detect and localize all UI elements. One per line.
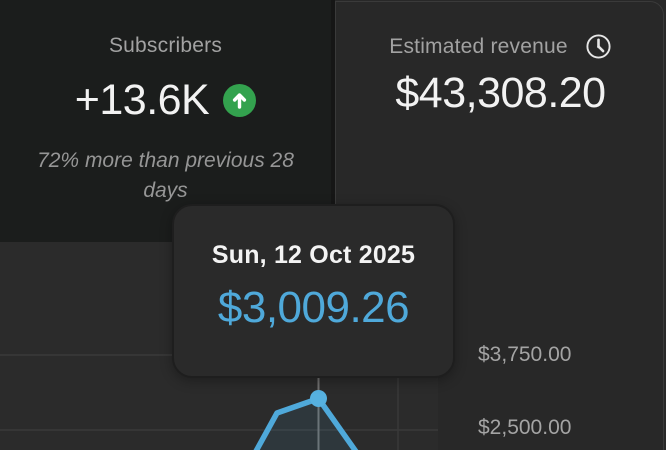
clock-icon bbox=[585, 33, 612, 60]
subscribers-card[interactable]: Subscribers +13.6K 72% more than previou… bbox=[0, 0, 331, 242]
caption-line-2: days bbox=[143, 179, 188, 202]
tooltip-date: Sun, 12 Oct 2025 bbox=[211, 241, 416, 269]
subscribers-value: +13.6K bbox=[74, 76, 210, 124]
y-axis-label-2500: $2,500.00 bbox=[478, 416, 572, 439]
tab-divider bbox=[331, 0, 335, 242]
y-axis-label-3750: $3,750.00 bbox=[478, 343, 572, 366]
caption-line-1: 72% more than previous 28 bbox=[37, 149, 294, 172]
subscribers-comparison-caption: 72% more than previous 28 days bbox=[8, 146, 323, 206]
chart-tooltip: Sun, 12 Oct 2025 $3,009.26 bbox=[172, 204, 455, 378]
revenue-line-chart[interactable] bbox=[0, 242, 438, 450]
revenue-header: Estimated revenue bbox=[335, 33, 666, 60]
revenue-title: Estimated revenue bbox=[389, 34, 568, 58]
revenue-value: $43,308.20 bbox=[395, 69, 606, 117]
subscribers-value-row: +13.6K bbox=[0, 76, 331, 124]
tooltip-value: $3,009.26 bbox=[217, 283, 410, 332]
arrow-up-circle-icon bbox=[223, 83, 257, 117]
subscribers-title: Subscribers bbox=[108, 34, 223, 57]
